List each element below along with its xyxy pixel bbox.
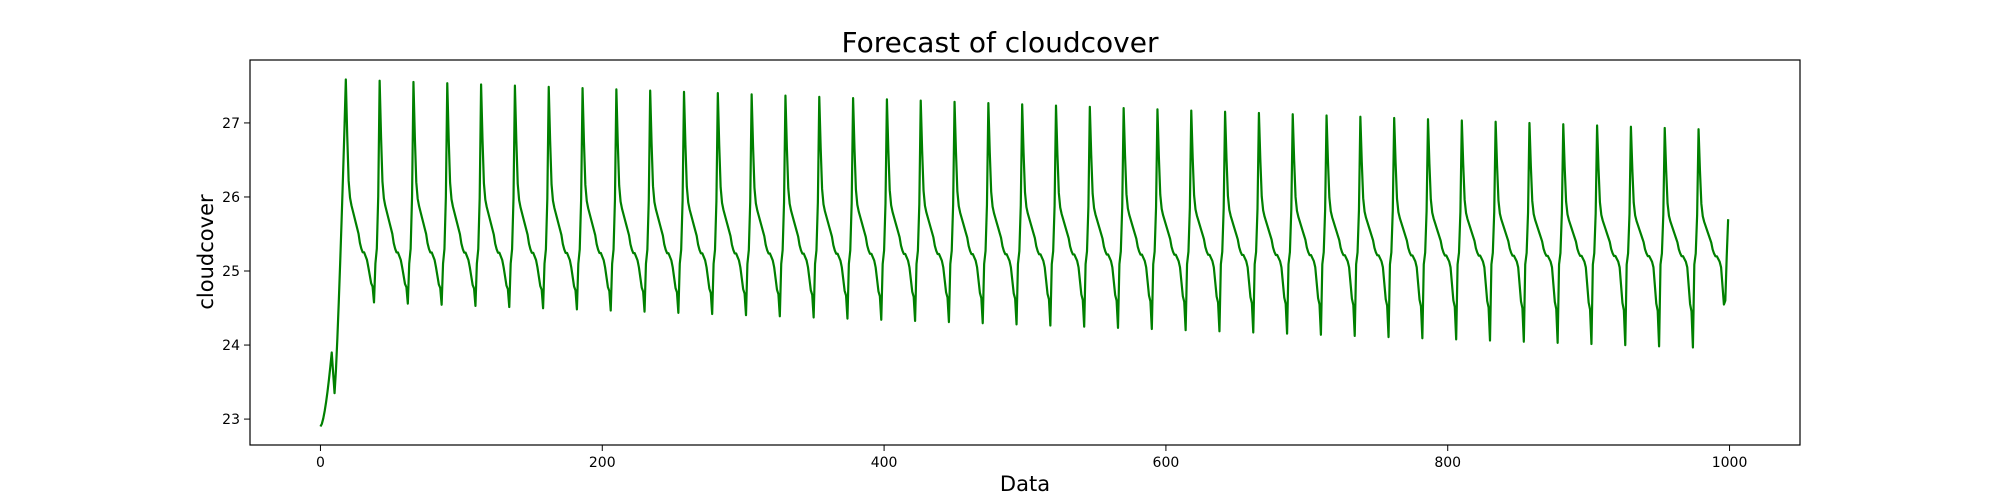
x-tick-label: 1000 <box>1712 455 1748 471</box>
y-tick-label: 27 <box>222 116 240 132</box>
y-tick-label: 24 <box>222 338 240 354</box>
x-tick-label: 200 <box>589 455 616 471</box>
y-tick-label: 26 <box>222 190 240 206</box>
x-axis-label: Data <box>1000 472 1050 496</box>
plot-area <box>249 59 1801 446</box>
y-tick-label: 25 <box>222 264 240 280</box>
x-tick-label: 400 <box>871 455 898 471</box>
y-axis-label: cloudcover <box>194 194 218 310</box>
chart-title: Forecast of cloudcover <box>842 26 1159 59</box>
y-tick-label: 23 <box>222 412 240 428</box>
x-tick-label: 800 <box>1434 455 1461 471</box>
x-tick-label: 600 <box>1153 455 1180 471</box>
x-axis: 0 200 400 600 800 1000 <box>316 445 1747 471</box>
y-axis: 23 24 25 26 27 <box>222 116 250 428</box>
x-tick-label: 0 <box>316 455 325 471</box>
cloudcover-forecast-line <box>319 78 1730 428</box>
